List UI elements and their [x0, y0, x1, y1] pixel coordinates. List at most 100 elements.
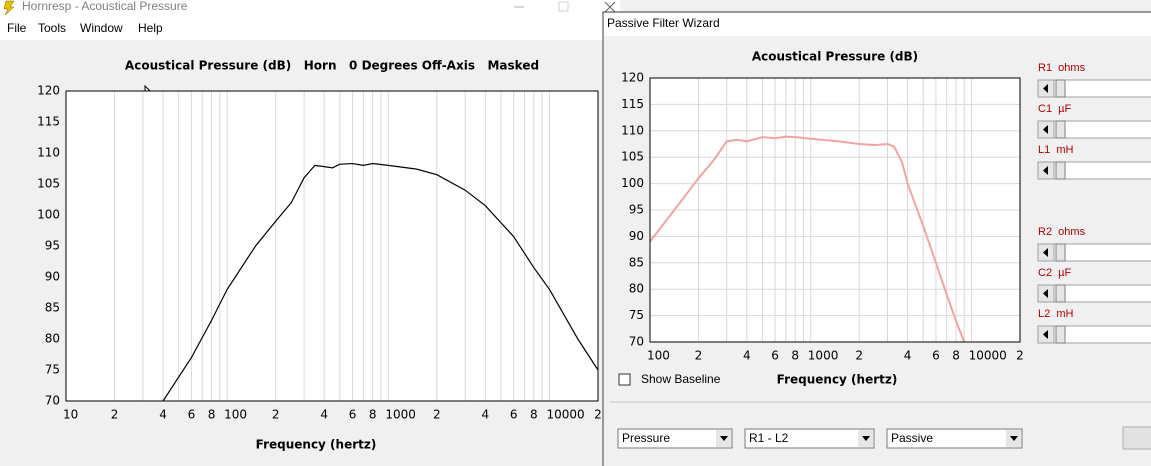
x-tick-label: 6: [188, 408, 196, 422]
x-tick-label: 10: [63, 408, 78, 422]
x-tick-label: 6: [510, 408, 518, 422]
response-curve: [650, 135, 966, 342]
y-tick-label: 95: [629, 203, 644, 217]
x-tick-label: 6: [349, 408, 357, 422]
plot-frame: [65, 90, 599, 402]
control-label: L2 mH: [1038, 308, 1074, 320]
slider[interactable]: [1037, 79, 1151, 98]
y-tick-label: 80: [45, 332, 60, 346]
y-tick-label: 105: [37, 177, 60, 191]
x-tick-label: 100: [224, 408, 247, 422]
y-tick-label: 120: [37, 84, 60, 98]
x-tick-label: 1000: [808, 349, 839, 363]
x-tick-label: 1000: [385, 408, 416, 422]
x-tick-label: 4: [743, 349, 751, 363]
slider[interactable]: [1037, 161, 1151, 180]
slider[interactable]: [1037, 284, 1151, 303]
x-tick-label: 4: [482, 408, 490, 422]
y-tick-label: 90: [45, 270, 60, 284]
chart-title: Acoustical Pressure (dB) Horn 0 Degrees …: [125, 59, 539, 73]
x-tick-label: 8: [530, 408, 538, 422]
menu-item[interactable]: Help: [138, 21, 163, 35]
button[interactable]: [1122, 426, 1151, 450]
slider-thumb[interactable]: [1055, 284, 1066, 303]
dropdown-value: Passive: [891, 431, 933, 445]
y-tick-label: 105: [621, 150, 644, 164]
slider-arrow: [1043, 289, 1048, 298]
x-tick-label: 2: [594, 408, 602, 422]
menu-item[interactable]: File: [7, 21, 27, 35]
x-tick-label: 6: [771, 349, 779, 363]
slider[interactable]: [1037, 243, 1151, 262]
dropdown[interactable]: [617, 428, 733, 449]
y-tick-label: 70: [45, 394, 60, 408]
x-tick-label: 10000: [546, 408, 584, 422]
slider-thumb[interactable]: [1055, 325, 1066, 344]
dropdown[interactable]: [744, 428, 875, 449]
slider-arrow: [1043, 248, 1048, 257]
slider-thumb[interactable]: [1055, 243, 1066, 262]
x-tick-label: 8: [791, 349, 799, 363]
control-label: R2 ohms: [1038, 226, 1086, 238]
control-label: L1 mH: [1038, 144, 1074, 156]
control-label: C2 µF: [1038, 267, 1072, 279]
x-tick-label: 2: [855, 349, 863, 363]
dropdown-value: R1 - L2: [749, 431, 789, 445]
dropdown-arrow: [862, 436, 870, 441]
control-label: R1 ohms: [1038, 62, 1086, 74]
y-tick-label: 115: [37, 115, 60, 129]
maximize-button[interactable]: [558, 1, 569, 12]
slider-arrow: [1043, 166, 1048, 175]
y-tick-label: 75: [629, 308, 644, 322]
x-tick-label: 6: [932, 349, 940, 363]
y-tick-label: 90: [629, 229, 644, 243]
plot-area: [66, 91, 598, 401]
dropdown[interactable]: [886, 428, 1023, 449]
slider[interactable]: [1037, 120, 1151, 139]
x-tick-label: 2: [433, 408, 441, 422]
x-tick-label: 8: [208, 408, 216, 422]
x-tick-label: 4: [904, 349, 912, 363]
y-tick-label: 115: [621, 97, 644, 111]
y-tick-label: 95: [45, 239, 60, 253]
slider-thumb[interactable]: [1055, 161, 1066, 180]
menu-item[interactable]: Window: [80, 21, 123, 35]
close-button[interactable]: [604, 1, 616, 13]
x-axis-label: Frequency (hertz): [256, 438, 377, 452]
y-tick-label: 110: [621, 123, 644, 137]
y-tick-label: 100: [37, 208, 60, 222]
checkbox-label[interactable]: Show Baseline: [641, 372, 721, 386]
slider-arrow: [1043, 84, 1048, 93]
slider-thumb[interactable]: [1055, 120, 1066, 139]
slider-arrow: [1043, 330, 1048, 339]
control-label: C1 µF: [1038, 103, 1072, 115]
x-tick-label: 2: [111, 408, 119, 422]
x-tick-label: 4: [159, 408, 167, 422]
plot-frame: [649, 77, 1021, 343]
x-tick-label: 8: [952, 349, 960, 363]
slider[interactable]: [1037, 325, 1151, 344]
y-tick-label: 120: [621, 71, 644, 85]
y-tick-label: 100: [621, 176, 644, 190]
window-title: Hornresp - Acoustical Pressure: [22, 0, 188, 13]
slider-thumb[interactable]: [1055, 79, 1066, 98]
y-tick-label: 85: [629, 255, 644, 269]
x-tick-label: 2: [272, 408, 280, 422]
slider-arrow: [1043, 125, 1048, 134]
chart-title: Acoustical Pressure (dB): [752, 50, 918, 64]
y-tick-label: 85: [45, 301, 60, 315]
checkbox[interactable]: [618, 373, 631, 386]
x-tick-label: 2: [695, 349, 703, 363]
x-axis-label: Frequency (hertz): [777, 373, 898, 387]
dropdown-arrow: [720, 436, 728, 441]
dropdown-arrow: [1010, 436, 1018, 441]
menu-item[interactable]: Tools: [38, 21, 66, 35]
x-tick-label: 10000: [969, 349, 1007, 363]
y-tick-label: 70: [629, 335, 644, 349]
x-tick-label: 2: [1016, 349, 1024, 363]
app-icon: [3, 0, 15, 16]
x-tick-label: 100: [647, 349, 670, 363]
y-tick-label: 80: [629, 282, 644, 296]
x-tick-label: 8: [369, 408, 377, 422]
